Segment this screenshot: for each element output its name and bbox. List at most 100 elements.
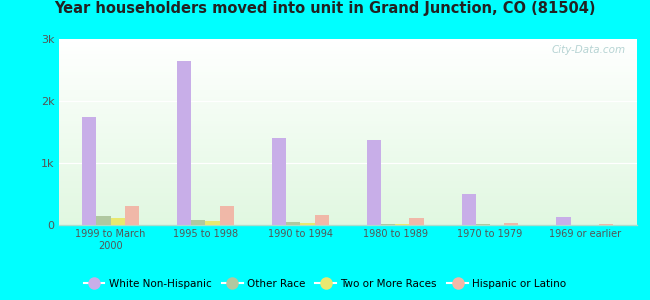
Bar <box>58 178 637 179</box>
Bar <box>58 151 637 152</box>
Bar <box>58 79 637 80</box>
Bar <box>58 180 637 181</box>
Bar <box>58 135 637 136</box>
Bar <box>58 78 637 79</box>
Bar <box>58 102 637 103</box>
Bar <box>58 120 637 121</box>
Bar <box>58 44 637 45</box>
Bar <box>367 140 381 225</box>
Bar <box>58 127 637 128</box>
Bar <box>58 105 637 106</box>
Bar <box>58 208 637 209</box>
Bar <box>58 114 637 115</box>
Bar <box>58 171 637 172</box>
Legend: White Non-Hispanic, Other Race, Two or More Races, Hispanic or Latino: White Non-Hispanic, Other Race, Two or M… <box>79 275 571 293</box>
Bar <box>58 160 637 161</box>
Bar <box>58 118 637 119</box>
Bar <box>58 185 637 186</box>
Bar <box>58 84 637 85</box>
Bar <box>504 223 519 225</box>
Bar <box>58 139 637 140</box>
Bar <box>58 126 637 127</box>
Bar <box>58 59 637 60</box>
Bar <box>58 211 637 212</box>
Bar <box>58 56 637 57</box>
Bar <box>462 194 476 225</box>
Bar <box>58 203 637 204</box>
Text: City-Data.com: City-Data.com <box>551 45 625 55</box>
Bar <box>58 52 637 53</box>
Bar <box>58 205 637 206</box>
Bar <box>58 101 637 102</box>
Bar <box>410 218 424 225</box>
Bar <box>58 216 637 217</box>
Bar <box>58 115 637 116</box>
Bar <box>58 202 637 203</box>
Bar <box>58 175 637 176</box>
Bar <box>58 130 637 131</box>
Bar <box>58 108 637 109</box>
Bar <box>58 146 637 147</box>
Bar <box>58 75 637 76</box>
Bar <box>58 46 637 47</box>
Bar <box>58 87 637 88</box>
Bar <box>58 136 637 137</box>
Bar <box>58 86 637 87</box>
Bar <box>58 74 637 75</box>
Bar <box>177 61 191 225</box>
Bar <box>58 159 637 160</box>
Bar <box>58 209 637 210</box>
Bar <box>58 204 637 205</box>
Bar <box>58 112 637 113</box>
Bar <box>58 104 637 105</box>
Bar <box>125 206 139 225</box>
Bar <box>58 153 637 154</box>
Bar <box>58 221 637 222</box>
Bar <box>395 224 410 225</box>
Bar <box>58 123 637 124</box>
Bar <box>205 221 220 225</box>
Bar <box>96 216 110 225</box>
Bar <box>58 163 637 164</box>
Bar <box>58 99 637 101</box>
Bar <box>58 48 637 49</box>
Bar <box>272 138 286 225</box>
Bar <box>58 158 637 159</box>
Bar <box>58 125 637 126</box>
Bar <box>58 145 637 146</box>
Bar <box>58 188 637 189</box>
Bar <box>58 61 637 62</box>
Bar <box>58 143 637 144</box>
Bar <box>58 190 637 191</box>
Bar <box>58 119 637 120</box>
Bar <box>58 224 637 225</box>
Bar <box>58 213 637 214</box>
Bar <box>58 53 637 54</box>
Bar <box>58 181 637 182</box>
Bar <box>58 82 637 83</box>
Bar <box>58 91 637 92</box>
Bar <box>58 182 637 183</box>
Bar <box>58 106 637 107</box>
Bar <box>58 198 637 199</box>
Bar <box>58 201 637 202</box>
Bar <box>58 212 637 213</box>
Bar <box>58 71 637 73</box>
Bar <box>58 70 637 71</box>
Bar <box>58 179 637 180</box>
Bar <box>58 93 637 94</box>
Bar <box>476 224 490 225</box>
Bar <box>58 133 637 134</box>
Bar <box>58 68 637 69</box>
Bar <box>58 189 637 190</box>
Bar <box>58 124 637 125</box>
Bar <box>58 113 637 114</box>
Bar <box>58 98 637 99</box>
Text: Year householders moved into unit in Grand Junction, CO (81504): Year householders moved into unit in Gra… <box>54 2 596 16</box>
Bar <box>58 73 637 74</box>
Bar <box>58 51 637 52</box>
Bar <box>58 155 637 156</box>
Bar <box>58 150 637 151</box>
Bar <box>58 94 637 95</box>
Bar <box>58 116 637 117</box>
